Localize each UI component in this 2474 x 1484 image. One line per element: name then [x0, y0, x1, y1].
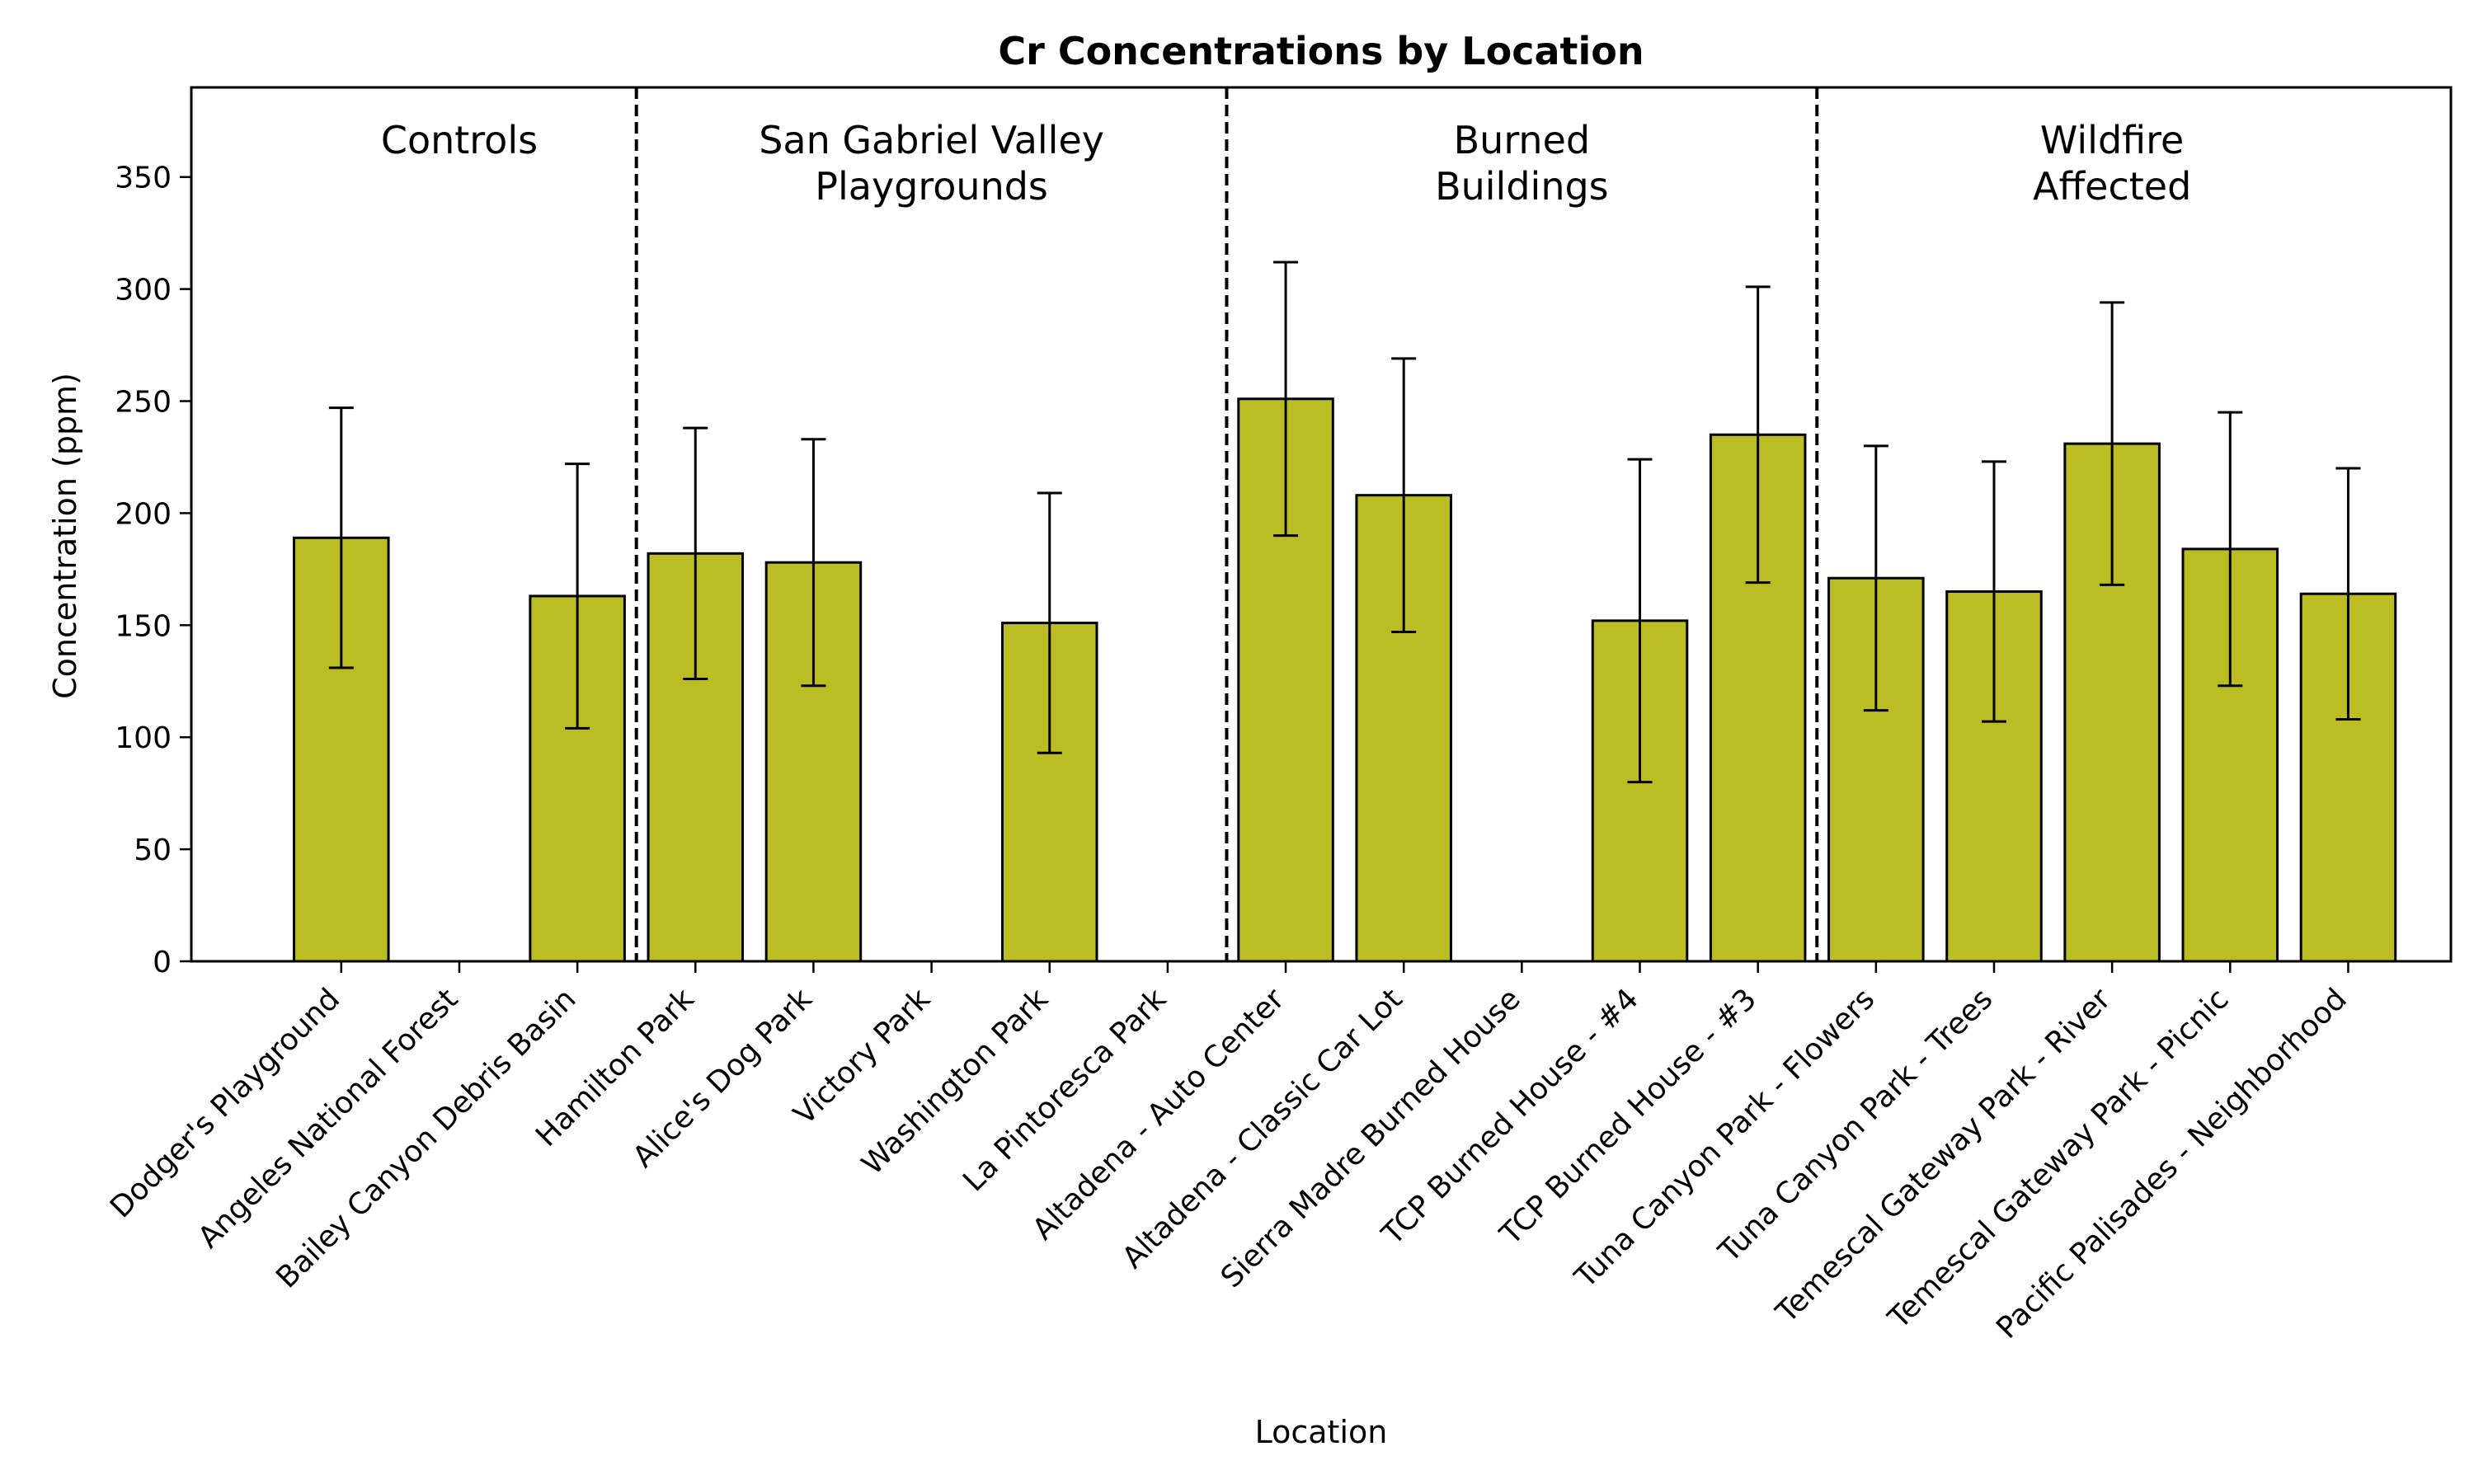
- y-tick-label-300: 300: [115, 274, 172, 308]
- group-label-0: Controls: [381, 118, 538, 162]
- group-label-3: Wildfire Affected: [2033, 118, 2191, 209]
- x-tick-label-7: La Pintoresca Park: [957, 982, 1173, 1198]
- group-label-line: Controls: [381, 118, 538, 162]
- group-label-line: San Gabriel Valley: [759, 118, 1104, 162]
- y-tick-label-150: 150: [115, 609, 172, 643]
- y-tick-label-100: 100: [115, 721, 172, 755]
- group-label-line: Playgrounds: [815, 164, 1048, 209]
- x-tick-label-8: Altadena - Auto Center: [1027, 982, 1291, 1247]
- group-label-line: Burned: [1454, 118, 1590, 162]
- bar-4: [764, 561, 863, 963]
- y-axis-label: Concentration (ppm): [47, 373, 83, 699]
- y-tick-label-350: 350: [115, 162, 172, 195]
- x-tick-label-0: Dodger's Playground: [104, 982, 346, 1224]
- group-label-1: San Gabriel Valley Playgrounds: [759, 118, 1104, 209]
- group-label-2: Burned Buildings: [1435, 118, 1609, 209]
- y-tick-label-200: 200: [115, 497, 172, 531]
- y-tick-label-250: 250: [115, 386, 172, 420]
- y-tick-label-50: 50: [134, 834, 172, 867]
- group-label-line: Affected: [2033, 164, 2191, 209]
- plot-area: Controls San Gabriel Valley Playgrounds Bur…: [104, 86, 2453, 1345]
- x-axis-label: Location: [1255, 1414, 1388, 1450]
- chart-title: Cr Concentrations by Location: [998, 29, 1644, 73]
- y-tick-label-0: 0: [153, 946, 172, 979]
- group-label-line: Wildfire: [2040, 118, 2184, 162]
- plot-frame: [190, 86, 2453, 963]
- group-label-line: Buildings: [1435, 164, 1609, 209]
